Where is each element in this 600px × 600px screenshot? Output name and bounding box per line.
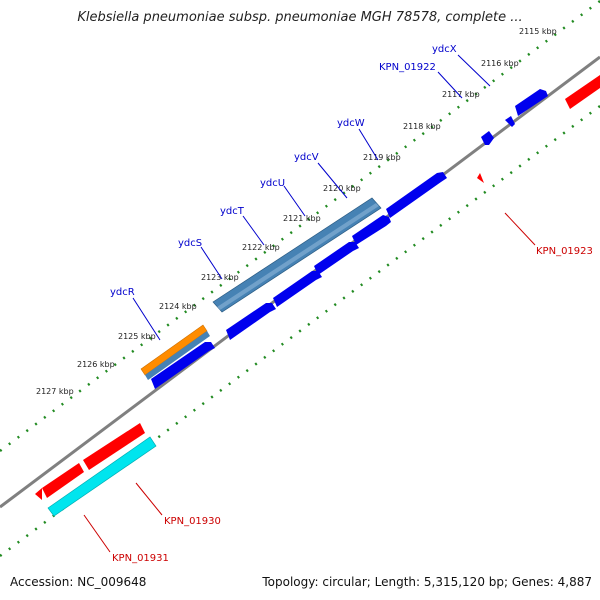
forward-cds-arrow <box>515 89 548 116</box>
reverse-cds-arrow <box>42 463 84 498</box>
gene-band-steelblue-small <box>145 331 210 380</box>
scale-label: 2120 kbp <box>323 184 361 193</box>
forward-cds-arrow <box>273 271 322 307</box>
genome-summary-text: Topology: circular; Length: 5,315,120 bp… <box>262 575 592 589</box>
scale-label: 2115 kbp <box>519 27 557 36</box>
gene-label-KPN_01930[interactable]: KPN_01930 <box>164 516 221 527</box>
gene-label-KPN_01923[interactable]: KPN_01923 <box>536 246 593 257</box>
forward-cds-arrow <box>386 172 447 218</box>
forward-cds-arrow <box>226 303 276 340</box>
label-leader <box>457 54 491 87</box>
forward-cds-arrow <box>314 242 359 275</box>
reverse-cds-arrow <box>35 488 42 500</box>
label-leader <box>200 246 223 280</box>
accession-text: Accession: NC_009648 <box>10 575 147 589</box>
gene-features <box>35 75 600 517</box>
gene-label-ydcX[interactable]: ydcX <box>432 44 457 55</box>
label-leader <box>135 482 163 516</box>
inner-tick-ring <box>0 105 600 557</box>
label-leader <box>283 185 306 217</box>
scale-label: 2119 kbp <box>363 153 401 162</box>
scale-label: 2121 kbp <box>283 214 321 223</box>
label-leader <box>504 212 536 246</box>
gene-label-ydcT[interactable]: ydcT <box>220 206 245 217</box>
reverse-cds-arrow <box>83 423 145 470</box>
scale-label: 2127 kbp <box>36 387 74 396</box>
gene-label-ydcR[interactable]: ydcR <box>110 287 135 298</box>
forward-cds-arrow <box>481 131 494 145</box>
scale-label: 2122 kbp <box>242 243 280 252</box>
gene-label-ydcS[interactable]: ydcS <box>178 238 202 249</box>
scale-label: 2126 kbp <box>77 360 115 369</box>
reverse-cds-arrow <box>565 75 600 109</box>
scale-label: 2125 kbp <box>118 332 156 341</box>
forward-cds-arrow <box>352 215 391 245</box>
forward-cds-arrow <box>151 342 215 389</box>
gene-label-ydcW[interactable]: ydcW <box>337 118 365 129</box>
scale-label: 2116 kbp <box>481 59 519 68</box>
label-leader <box>83 514 111 553</box>
label-leader <box>242 215 265 246</box>
forward-cds-arrow <box>505 116 515 127</box>
scale-label: 2118 kbp <box>403 122 441 131</box>
gene-band-cyan <box>47 436 157 517</box>
scale-label: 2124 kbp <box>159 302 197 311</box>
reverse-cds-arrow <box>477 173 484 183</box>
label-leader <box>358 128 379 161</box>
label-leader <box>437 71 463 99</box>
label-leader <box>132 297 161 341</box>
label-leader <box>317 162 348 199</box>
gene-band-steelblue-light <box>217 203 379 310</box>
scale-label: 2123 kbp <box>201 273 239 282</box>
map-title: Klebsiella pneumoniae subsp. pneumoniae … <box>77 10 523 25</box>
gene-label-KPN_01922[interactable]: KPN_01922 <box>379 62 436 73</box>
outer-tick-ring <box>0 0 600 452</box>
scale-label: 2117 kbp <box>442 90 480 99</box>
gene-label-ydcU[interactable]: ydcU <box>260 178 285 189</box>
gene-label-ydcV[interactable]: ydcV <box>294 152 319 163</box>
gene-label-KPN_01931[interactable]: KPN_01931 <box>112 553 169 564</box>
